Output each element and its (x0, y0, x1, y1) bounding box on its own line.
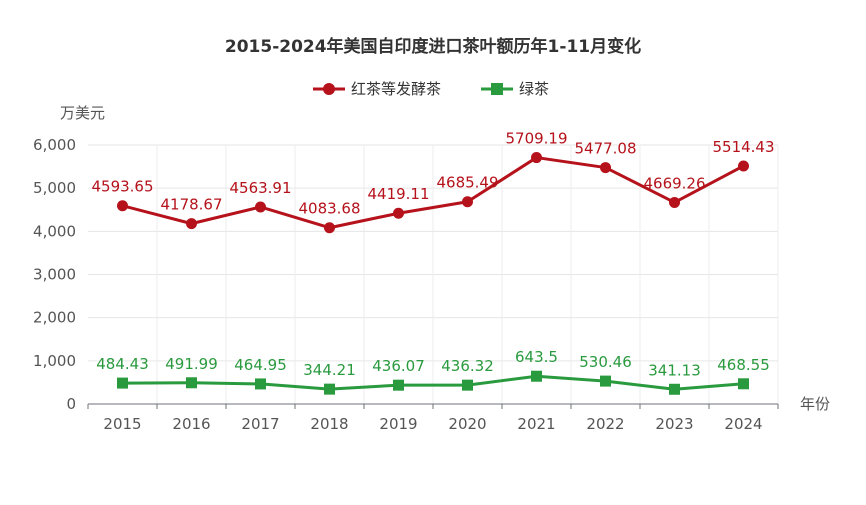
data-label: 4669.26 (643, 174, 705, 192)
x-tick-label: 2023 (655, 415, 693, 433)
x-tick-label: 2018 (310, 415, 348, 433)
y-tick-label: 1,000 (33, 352, 76, 370)
x-tick-label: 2017 (241, 415, 279, 433)
series-black-tea: 4593.65 4178.67 4563.91 4083.68 4419.11 4685.… (91, 130, 775, 234)
data-label: 4685.49 (436, 174, 498, 192)
data-label: 5477.08 (574, 140, 636, 158)
data-label: 5514.43 (712, 138, 774, 156)
data-label: 5709.19 (505, 130, 567, 148)
data-point (186, 377, 197, 389)
grid-lines (88, 144, 779, 404)
data-point (255, 378, 266, 390)
x-axis: 2015 2016 2017 2018 2019 2020 2021 2022 2023 2024 (87, 403, 779, 433)
data-label: 436.07 (372, 357, 425, 375)
chart-title: 2015-2024年美国自印度进口茶叶额历年1-11月变化 (225, 36, 641, 57)
legend-label-green-tea: 绿茶 (519, 80, 549, 98)
data-point (600, 375, 611, 387)
legend-marker-black-tea (323, 83, 335, 95)
data-point (324, 383, 335, 395)
data-point (738, 160, 749, 172)
data-point (255, 201, 266, 213)
data-label: 4563.91 (229, 179, 291, 197)
data-point (600, 162, 611, 174)
data-point (669, 383, 680, 395)
series-green-tea: 484.43 491.99 464.95 344.21 436.07 436.32 643.… (96, 348, 770, 395)
y-tick-label: 4,000 (33, 222, 76, 240)
data-label: 436.32 (441, 357, 494, 375)
legend-item-green-tea[interactable]: 绿茶 (481, 80, 549, 98)
x-tick-label: 2015 (103, 415, 141, 433)
x-tick-label: 2022 (586, 415, 624, 433)
legend-marker-green-tea (491, 83, 503, 95)
data-point (393, 379, 404, 391)
data-label: 4593.65 (91, 178, 153, 196)
x-tick-label: 2020 (448, 415, 486, 433)
x-tick-label: 2019 (379, 415, 417, 433)
data-point (738, 378, 749, 390)
data-point (324, 222, 335, 234)
x-tick-label: 2024 (724, 415, 762, 433)
data-point (462, 196, 473, 208)
series-line (122, 374, 744, 391)
data-point (462, 379, 473, 391)
x-tick-label: 2016 (172, 415, 210, 433)
data-point (531, 370, 542, 382)
x-axis-title: 年份 (800, 395, 830, 413)
data-label: 344.21 (303, 361, 356, 379)
data-label: 491.99 (165, 355, 218, 373)
y-tick-label: 5,000 (33, 179, 76, 197)
data-label: 468.55 (717, 356, 770, 374)
y-tick-label: 3,000 (33, 266, 76, 284)
y-tick-label: 0 (66, 395, 76, 413)
legend: 红茶等发酵茶 绿茶 (313, 80, 549, 98)
data-label: 4083.68 (298, 200, 360, 218)
y-axis-ticks: 0 1,000 2,000 3,000 4,000 5,000 6,000 (33, 136, 76, 413)
data-label: 4419.11 (367, 185, 429, 203)
x-tick-label: 2021 (517, 415, 555, 433)
data-point (117, 200, 128, 212)
data-label: 464.95 (234, 356, 287, 374)
data-label: 484.43 (96, 355, 149, 373)
series-line (122, 156, 745, 230)
data-label: 530.46 (579, 353, 632, 371)
data-point (531, 152, 542, 164)
data-point (117, 377, 128, 389)
y-tick-label: 2,000 (33, 309, 76, 327)
series-layer: 4593.65 4178.67 4563.91 4083.68 4419.11 4685.… (91, 130, 775, 395)
data-label: 341.13 (648, 361, 701, 379)
data-point (186, 218, 197, 230)
legend-label-black-tea: 红茶等发酵茶 (351, 80, 441, 98)
data-point (669, 196, 680, 208)
y-tick-label: 6,000 (33, 136, 76, 154)
y-axis-title: 万美元 (60, 104, 105, 122)
data-label: 643.5 (515, 348, 558, 366)
legend-item-black-tea[interactable]: 红茶等发酵茶 (313, 80, 441, 98)
data-label: 4178.67 (160, 196, 222, 214)
data-point (393, 207, 404, 219)
